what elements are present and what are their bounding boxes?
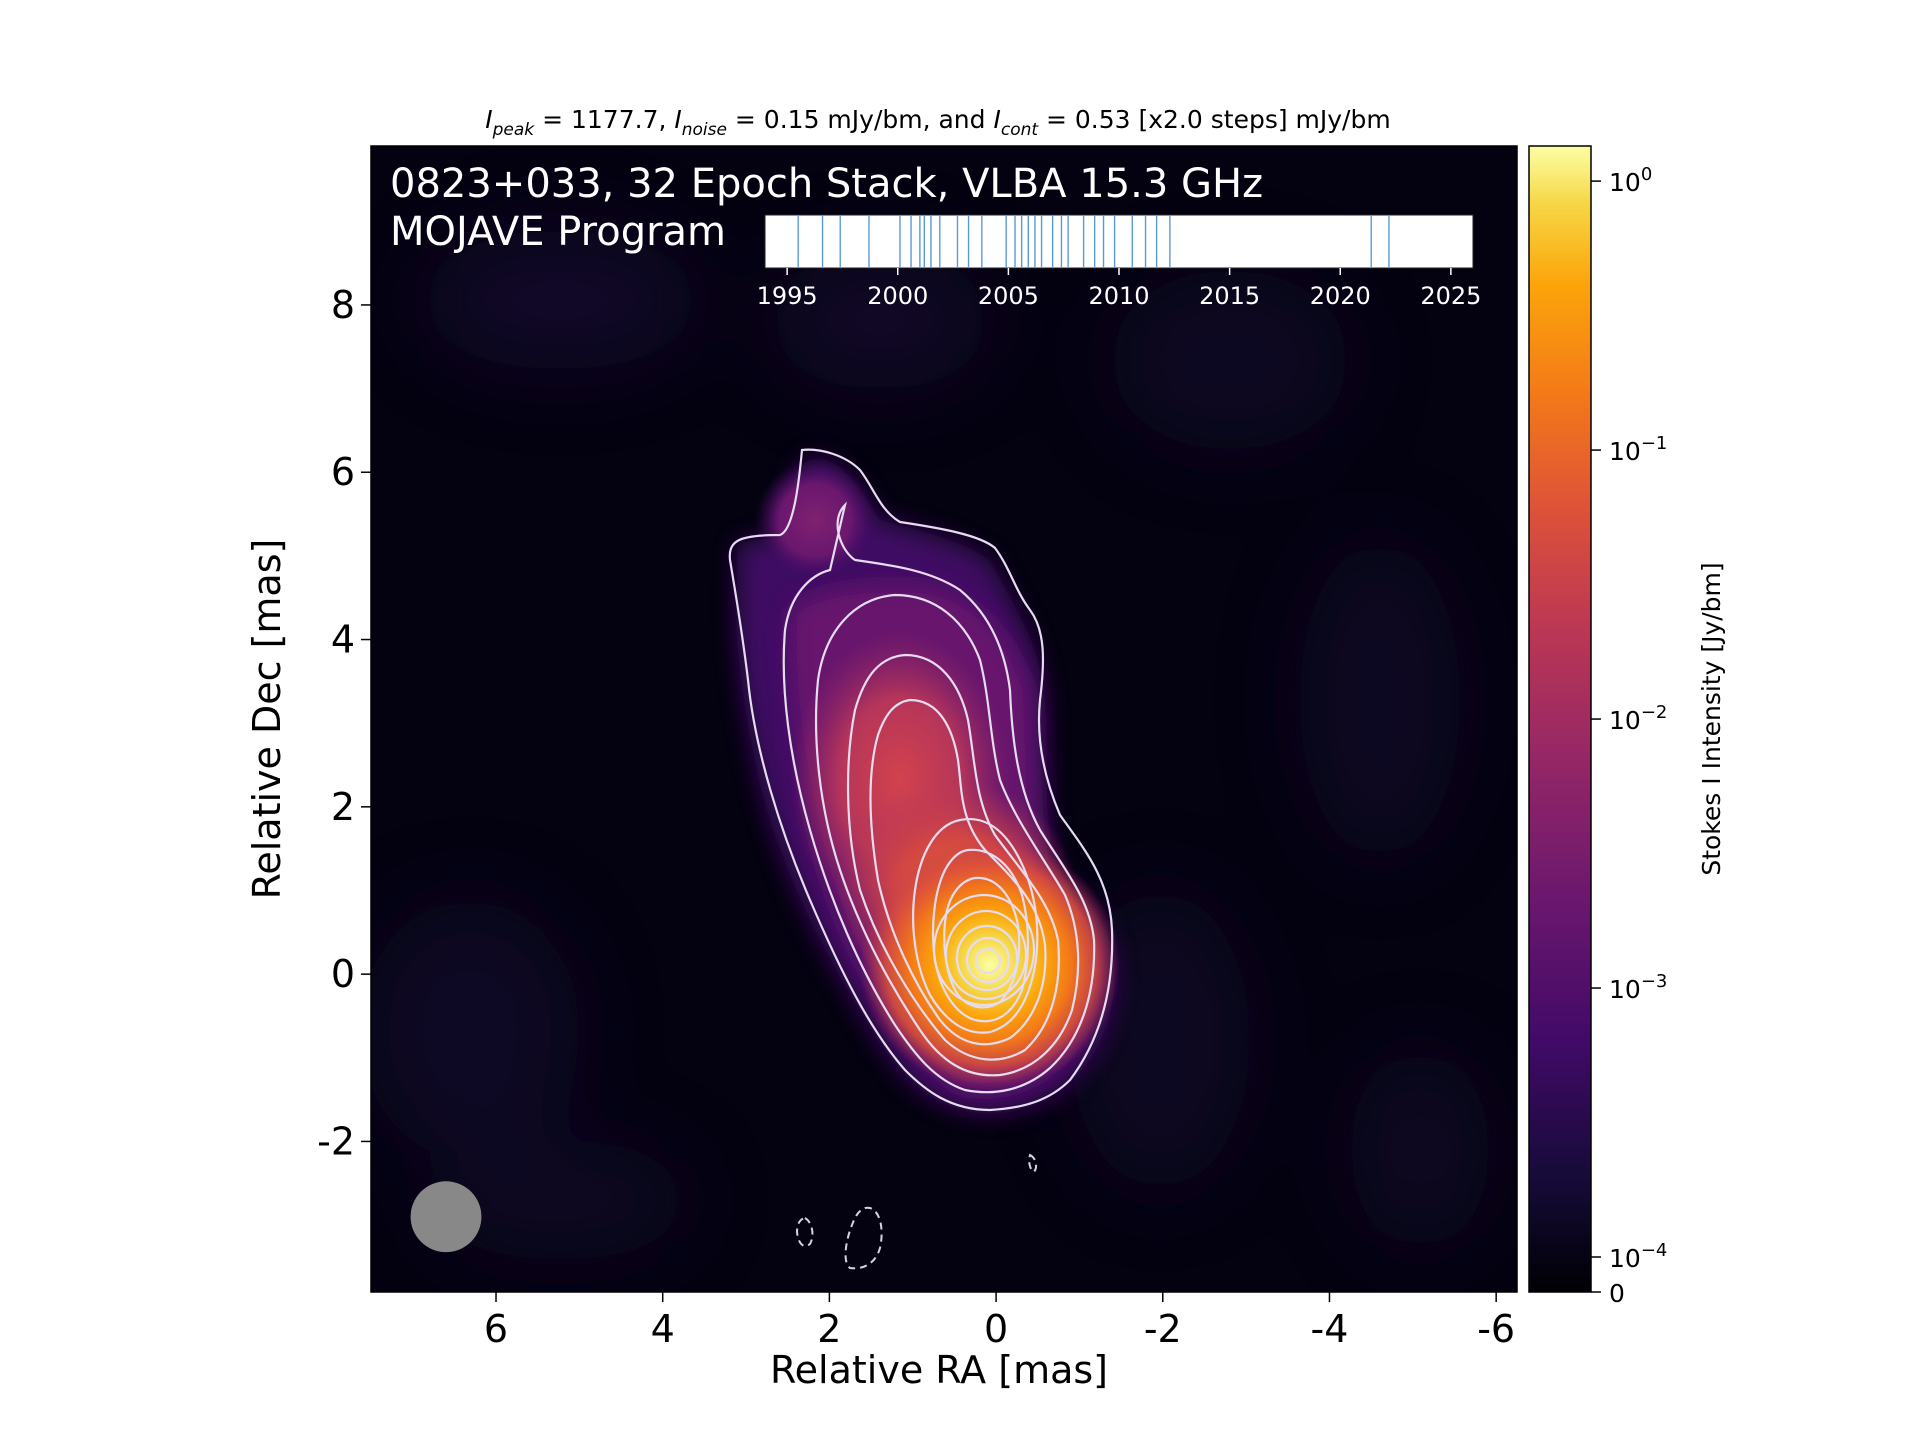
ipeak-subscript: peak: [492, 120, 536, 140]
epoch-tick-label: 1995: [757, 282, 818, 310]
colorbar-tick-exponent: 0: [1641, 164, 1652, 185]
y-tick-label: 8: [331, 283, 355, 327]
epoch-tick-label: 2025: [1420, 282, 1481, 310]
epoch-tick-label: 2005: [978, 282, 1039, 310]
header-line: Ipeak = 1177.7, Inoise = 0.15 mJy/bm, an…: [485, 105, 1390, 140]
colorbar-tick-label: 100: [1609, 164, 1652, 197]
x-tick-label: 4: [651, 1307, 675, 1351]
contour-11: [955, 924, 1019, 992]
epoch-tick-label: 2010: [1088, 282, 1149, 310]
icont-value: = 0.53 [x2.0 steps] mJy/bm: [1038, 105, 1391, 134]
colorbar-label: Stokes I Intensity [Jy/bm]: [1697, 562, 1726, 875]
colorbar-tick-base: 10: [1609, 168, 1641, 197]
contour-3: [814, 593, 1080, 1077]
x-tick-label: 2: [817, 1307, 841, 1351]
y-axis-label: Relative Dec [mas]: [245, 539, 289, 900]
colorbar-tick-base: 0: [1609, 1279, 1625, 1308]
contour-4: [846, 653, 1060, 1061]
colorbar-tick-label: 10−1: [1609, 433, 1667, 466]
contour-6: [912, 817, 1039, 1034]
colorbar-tick-label: 10−3: [1609, 971, 1667, 1004]
colorbar-tick-base: 10: [1609, 437, 1641, 466]
contour-5: [869, 698, 1047, 1046]
inoise-value: = 0.15 mJy/bm, and: [727, 105, 994, 134]
inoise-subscript: noise: [682, 120, 727, 140]
colorbar-gradient: [1528, 145, 1592, 1293]
colorbar-tick-exponent: −4: [1641, 1240, 1668, 1261]
colorbar-tick-label: 10−4: [1609, 1240, 1667, 1273]
epoch-timeline-box: [764, 214, 1474, 269]
x-tick-label: -2: [1144, 1307, 1182, 1351]
icont-subscript: cont: [1001, 120, 1040, 140]
negative-contours: [795, 1153, 1038, 1270]
inoise-symbol: I: [674, 105, 681, 134]
y-tick-label: 0: [331, 952, 355, 996]
x-tick-label: 0: [984, 1307, 1008, 1351]
chart-title-line2: MOJAVE Program: [390, 209, 726, 255]
x-axis: 6 4 2 0 -2 -4 -6: [484, 1292, 1515, 1351]
image-area: [371, 146, 1517, 1292]
contour-10: [944, 909, 1028, 1001]
contour-lines: [728, 448, 1114, 1112]
x-tick-label: 6: [484, 1307, 508, 1351]
beam-ellipse: [410, 1181, 482, 1253]
chart-title-line1: 0823+033, 32 Epoch Stack, VLBA 15.3 GHz: [390, 161, 1263, 207]
epoch-tick-label: 2000: [867, 282, 928, 310]
y-tick-label: 6: [331, 450, 355, 494]
colorbar-tick-label: 10−2: [1609, 702, 1667, 735]
negative-contour-1: [844, 1206, 883, 1270]
colorbar-tick-exponent: −3: [1641, 971, 1668, 992]
plot-frame: [370, 145, 1518, 1293]
contour-9: [932, 893, 1036, 1007]
epoch-lines: [797, 216, 1390, 267]
colorbar-tick-exponent: −2: [1641, 702, 1668, 723]
colorbar-tick-base: 10: [1609, 1244, 1641, 1273]
ipeak-value: = 1177.7,: [534, 105, 674, 134]
epoch-timeline: 1995 2000 2005 2010 2015 2020 2025: [757, 214, 1481, 310]
x-tick-label: -6: [1477, 1307, 1515, 1351]
x-axis-label: Relative RA [mas]: [770, 1348, 1108, 1392]
contour-1: [728, 448, 1114, 1112]
ipeak-symbol: I: [485, 105, 492, 134]
y-tick-label: 4: [331, 618, 355, 662]
negative-contour-2: [795, 1216, 814, 1248]
icont-symbol: I: [993, 105, 1000, 134]
y-tick-label: 2: [331, 785, 355, 829]
y-tick-label: -2: [317, 1119, 355, 1163]
epoch-tick-label: 2020: [1310, 282, 1371, 310]
contour-2: [782, 501, 1096, 1094]
negative-contour-3: [1028, 1153, 1038, 1174]
epoch-ticks: 1995 2000 2005 2010 2015 2020 2025: [757, 268, 1481, 310]
contour-13: [974, 947, 1002, 975]
colorbar-tick-base: 10: [1609, 975, 1641, 1004]
x-tick-label: -4: [1311, 1307, 1349, 1351]
epoch-tick-label: 2015: [1199, 282, 1260, 310]
y-axis: -2 0 2 4 6 8: [317, 283, 371, 1163]
colorbar-tick-base: 10: [1609, 706, 1641, 735]
colorbar-tick-label: 0: [1609, 1279, 1625, 1308]
colorbar-tick-exponent: −1: [1641, 433, 1668, 454]
contour-7: [931, 848, 1030, 1023]
contour-12: [965, 936, 1011, 984]
